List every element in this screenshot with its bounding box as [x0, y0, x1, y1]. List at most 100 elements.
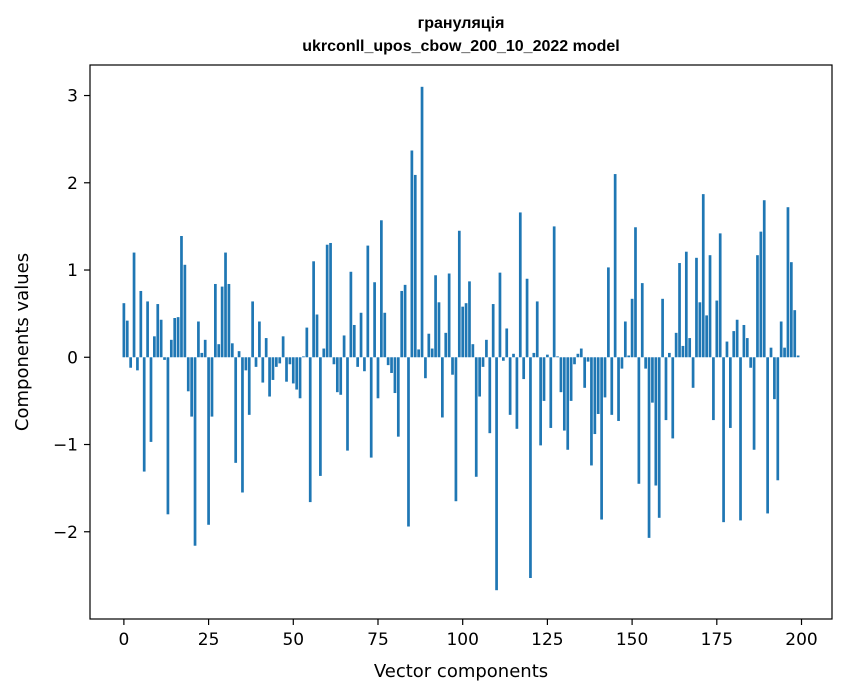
y-tick-label: −1	[53, 436, 78, 456]
bar	[739, 357, 742, 521]
bar	[383, 312, 387, 358]
bar	[125, 320, 129, 358]
bar	[220, 286, 224, 358]
bar	[410, 150, 414, 358]
bar	[766, 357, 769, 514]
bar	[376, 357, 380, 399]
y-tick-label: 1	[67, 261, 78, 281]
bar	[342, 335, 346, 358]
bar	[671, 357, 675, 439]
bar	[613, 174, 617, 358]
bar	[285, 357, 288, 382]
bar	[522, 357, 526, 380]
bar	[268, 357, 271, 397]
bar	[742, 324, 746, 358]
bar	[166, 357, 170, 515]
bar	[569, 357, 573, 401]
bar	[356, 357, 360, 367]
bar	[705, 315, 708, 358]
bar	[712, 357, 715, 421]
bar	[607, 267, 610, 358]
bar	[468, 281, 471, 358]
bar	[180, 236, 183, 358]
bar	[725, 341, 729, 358]
bar	[502, 357, 505, 361]
bar	[454, 357, 458, 502]
bar	[291, 357, 295, 384]
bar	[596, 357, 600, 414]
bar	[546, 354, 549, 358]
bar	[769, 347, 773, 358]
bar	[142, 357, 146, 472]
bar	[603, 357, 607, 398]
bar	[417, 349, 420, 358]
bar	[718, 233, 722, 358]
bar	[715, 300, 719, 358]
plot-frame	[89, 64, 833, 620]
bar	[346, 357, 349, 451]
bar	[156, 304, 160, 358]
bar	[464, 303, 468, 358]
bar	[773, 357, 776, 400]
bar	[627, 355, 631, 358]
bar	[339, 357, 343, 395]
bar	[380, 220, 383, 358]
bar	[552, 226, 556, 358]
bar	[369, 357, 373, 458]
bar	[735, 319, 739, 358]
bar	[623, 321, 627, 358]
bar	[512, 353, 515, 358]
bar	[783, 347, 786, 358]
bar	[661, 298, 664, 358]
y-tick-label: 0	[67, 348, 78, 368]
bar	[244, 357, 248, 371]
y-axis-label: Components values	[12, 253, 33, 431]
bar	[485, 339, 488, 358]
bar	[786, 207, 790, 358]
bar	[132, 252, 136, 358]
bar	[556, 356, 559, 358]
bar	[539, 357, 542, 446]
bar	[207, 357, 210, 525]
bar	[684, 251, 688, 358]
bar	[325, 244, 329, 358]
bar	[153, 336, 156, 358]
bar	[674, 332, 678, 358]
y-axis-ticks: −2 −1 0 1 2 3	[53, 87, 90, 543]
bar	[281, 336, 285, 358]
bar	[593, 357, 597, 435]
bar	[312, 261, 315, 358]
bar	[258, 321, 261, 358]
bar	[136, 357, 139, 371]
bar	[779, 321, 783, 358]
bar	[319, 357, 322, 476]
bar	[637, 357, 641, 484]
bar	[352, 324, 356, 358]
bar	[203, 339, 207, 358]
bar	[559, 357, 563, 393]
bar	[200, 352, 204, 358]
bar	[474, 357, 478, 477]
bar	[647, 357, 651, 538]
bar	[498, 272, 502, 358]
bar	[586, 357, 590, 362]
bar	[129, 357, 133, 368]
bar	[789, 262, 793, 358]
bar	[573, 357, 576, 365]
bar	[678, 263, 681, 358]
bar	[393, 357, 397, 394]
bar	[217, 344, 221, 358]
bar	[169, 339, 173, 358]
bar	[278, 357, 282, 364]
bar	[729, 357, 732, 428]
bar	[549, 357, 553, 428]
bar	[413, 174, 417, 358]
bar	[295, 357, 299, 390]
bar	[457, 230, 461, 358]
x-tick-label: 175	[701, 630, 733, 650]
bar	[146, 301, 149, 358]
bar	[620, 357, 624, 369]
bar	[183, 264, 187, 358]
bar	[488, 357, 492, 434]
